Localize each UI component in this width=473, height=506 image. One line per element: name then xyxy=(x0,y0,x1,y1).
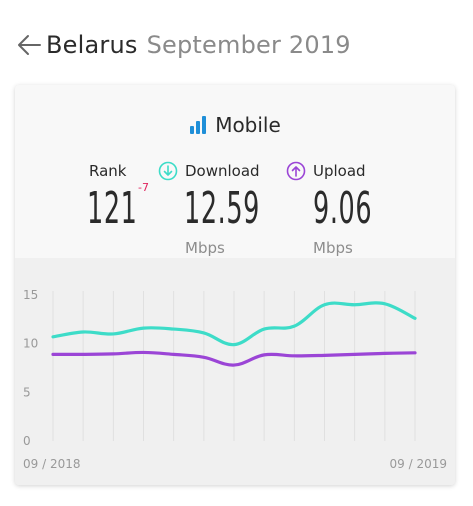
upload-circle-icon xyxy=(286,161,306,181)
page-header: Belarus September 2019 xyxy=(16,28,351,62)
period-title: September 2019 xyxy=(146,31,351,59)
download-unit: Mbps xyxy=(185,239,225,257)
upload-series-line xyxy=(51,350,417,367)
download-metric: Download 12.59 Mbps xyxy=(158,161,315,257)
y-tick-label: 0 xyxy=(23,434,31,448)
download-series-line xyxy=(51,301,417,347)
upload-metric: Upload 9.06 Mbps xyxy=(286,161,415,257)
y-tick-label: 10 xyxy=(23,337,38,351)
country-title: Belarus xyxy=(46,31,138,59)
speed-history-chart: 0 5 10 15 09 / 2018 09 / 2019 xyxy=(15,258,455,485)
rank-label: Rank xyxy=(89,162,127,180)
rank-metric: Rank 121 -7 xyxy=(87,161,174,231)
upload-unit: Mbps xyxy=(313,239,353,257)
download-header: Download xyxy=(158,161,315,181)
download-value: 12.59 xyxy=(184,183,260,234)
upload-value: 9.06 xyxy=(313,183,373,234)
upload-header: Upload xyxy=(286,161,415,181)
upload-label: Upload xyxy=(313,162,366,180)
download-circle-icon xyxy=(158,161,178,181)
download-label: Download xyxy=(185,162,260,180)
rank-change-badge: -7 xyxy=(138,181,149,194)
x-tick-label: 09 / 2018 xyxy=(23,457,80,471)
mobile-stats-card: Mobile Rank 121 -7 Download 12.59 Mbps U… xyxy=(15,85,455,485)
chart-svg: 0 5 10 15 09 / 2018 09 / 2019 xyxy=(23,288,447,471)
rank-value: 121 xyxy=(87,183,138,234)
card-title-label: Mobile xyxy=(215,113,281,137)
card-title: Mobile xyxy=(15,113,455,137)
back-arrow-icon[interactable] xyxy=(16,33,42,57)
y-tick-label: 15 xyxy=(23,288,38,302)
x-tick-label: 09 / 2019 xyxy=(390,457,447,471)
signal-bars-icon xyxy=(190,116,207,134)
y-tick-label: 5 xyxy=(23,385,31,399)
